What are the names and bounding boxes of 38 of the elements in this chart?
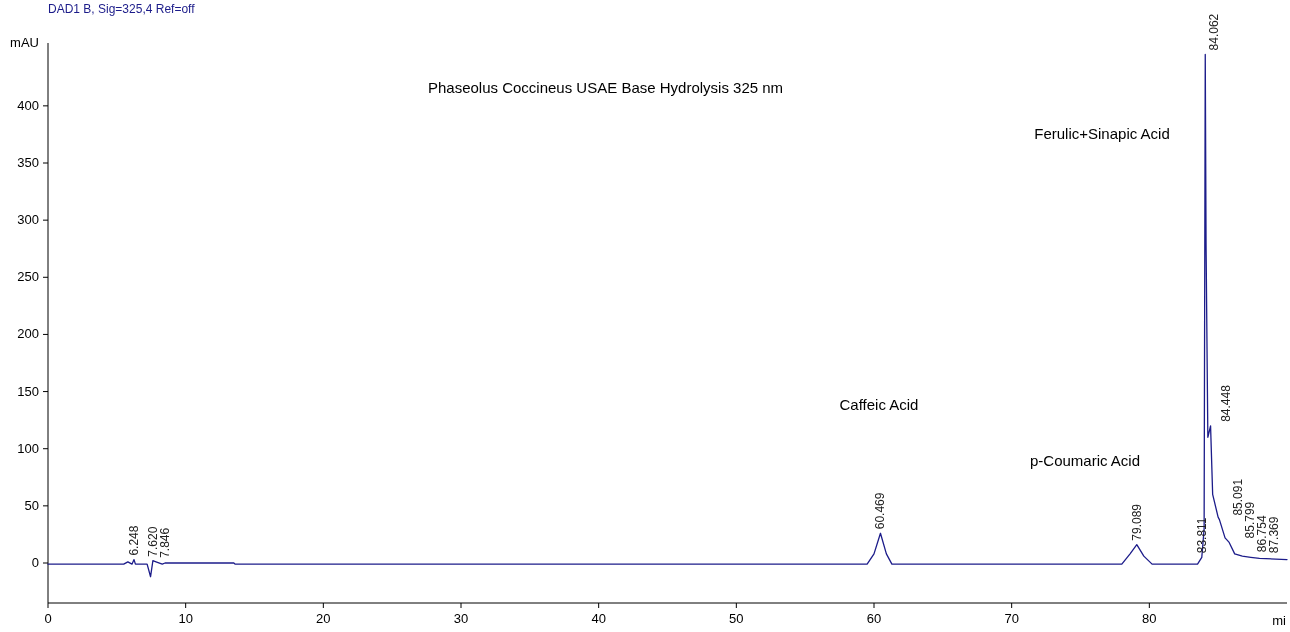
x-tick-label: 40 — [591, 611, 606, 626]
annotation: 86.754 — [1254, 515, 1269, 553]
annotation: 84.062 — [1206, 13, 1221, 51]
y-tick-label: 300 — [17, 212, 39, 228]
y-tick-label: 400 — [17, 97, 39, 113]
x-tick-label: 50 — [729, 611, 744, 626]
y-tick-label: 250 — [17, 269, 39, 285]
annotation: 7.846 — [157, 527, 172, 558]
annotation: Caffeic Acid — [839, 396, 919, 413]
y-tick-label: 350 — [17, 155, 39, 170]
x-tick-label: 20 — [316, 611, 331, 626]
annotation: 79.089 — [1129, 503, 1144, 541]
annotation: 83.811 — [1194, 517, 1209, 554]
x-tick-label: 60 — [866, 611, 882, 626]
annotation: 85.091 — [1230, 478, 1245, 516]
annotation: 84.448 — [1218, 384, 1233, 422]
annotation: 7.620 — [145, 526, 160, 557]
x-tick-label: 70 — [1004, 611, 1019, 626]
annotation: 87.369 — [1266, 516, 1281, 554]
annotation: 85.799 — [1242, 501, 1257, 539]
y-axis-title: mAU — [10, 35, 39, 50]
x-axis-title: mi — [1272, 613, 1287, 628]
annotation: 60.469 — [873, 492, 888, 530]
y-tick-label: 150 — [17, 383, 39, 399]
x-tick-label: 0 — [44, 611, 52, 626]
y-tick-label: 100 — [17, 440, 39, 456]
annotation: p-Coumaric Acid — [1029, 452, 1141, 469]
text: Phaseolus Coccineus USAE Base Hydrolysis 325 nm — [427, 79, 784, 96]
x-tick-label: 80 — [1142, 611, 1157, 626]
annotation: Ferulic+Sinapic Acid — [1034, 125, 1170, 142]
chart-subtitle: DAD1 B, Sig=325,4 Ref=off — [48, 2, 196, 16]
x-tick-label: 10 — [178, 611, 193, 626]
y-tick-label: 50 — [24, 497, 39, 513]
x-tick-label: 30 — [453, 611, 469, 626]
annotation: 6.248 — [127, 525, 142, 556]
y-tick-label: 200 — [17, 326, 39, 342]
line-series — [47, 53, 1288, 578]
y-tick-label: 0 — [31, 555, 39, 570]
